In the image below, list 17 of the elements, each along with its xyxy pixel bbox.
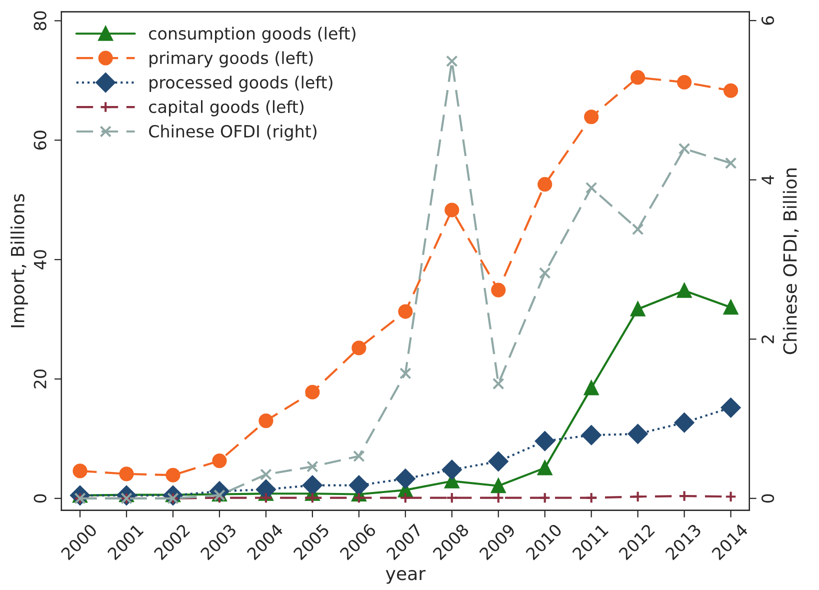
y2-tick-label: 4 bbox=[762, 175, 774, 184]
legend-label: consumption goods (left) bbox=[149, 26, 356, 43]
y2-tick-label: 6 bbox=[761, 16, 774, 25]
y-tick-label: 40 bbox=[34, 250, 46, 270]
y2-tick-label: 2 bbox=[761, 335, 774, 344]
y-tick-label: 0 bbox=[34, 494, 46, 503]
legend-label: Chinese OFDI (right) bbox=[149, 124, 316, 141]
legend-label: capital goods (left) bbox=[149, 100, 304, 116]
y2-axis-title: Chinese OFDI, Billion bbox=[782, 168, 799, 354]
y2-tick-label: 0 bbox=[761, 494, 774, 503]
y-tick-label: 60 bbox=[34, 130, 46, 150]
y-axis-title: Import, Billions bbox=[10, 194, 28, 328]
y-tick-label: 20 bbox=[34, 370, 46, 388]
x-axis-title: year bbox=[386, 570, 426, 584]
legend-label: primary goods (left) bbox=[150, 51, 313, 68]
legend-label: processed goods (left) bbox=[150, 76, 332, 92]
y-tick-label: 80 bbox=[34, 11, 46, 30]
